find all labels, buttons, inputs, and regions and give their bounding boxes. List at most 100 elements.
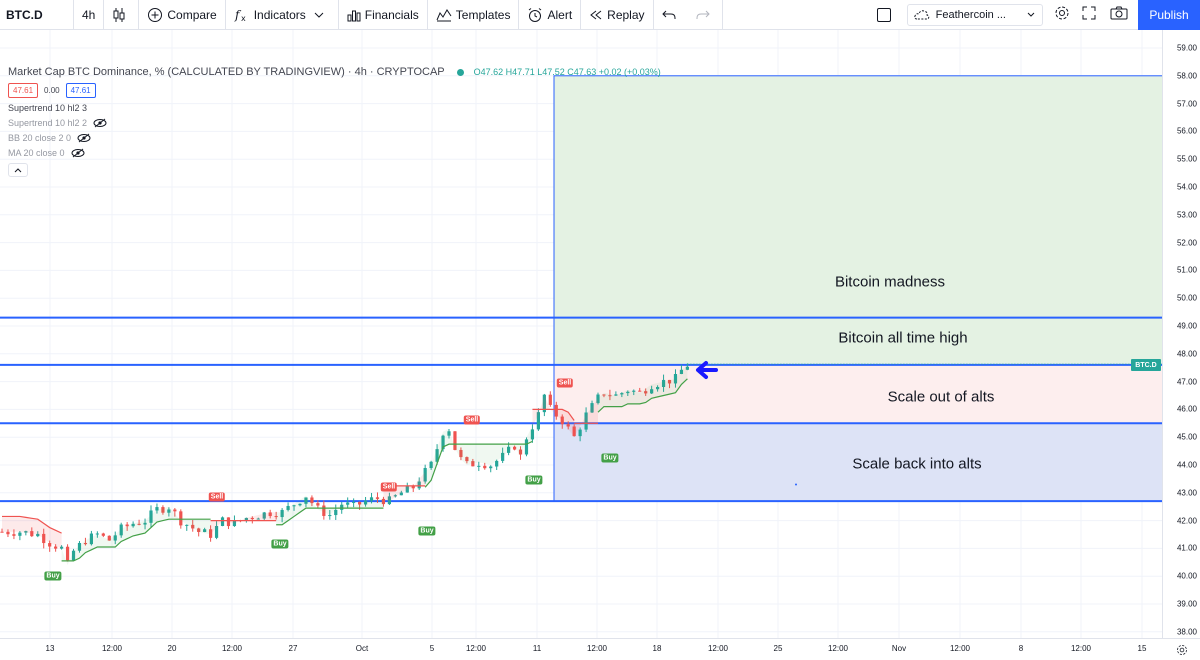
select-area-checkbox[interactable]	[876, 8, 891, 22]
supertrend-up-line	[597, 378, 688, 413]
indicator-supertrend-2[interactable]: Supertrend 10 hl2 2	[8, 118, 661, 128]
candle-up	[405, 485, 409, 493]
indicator-label: Supertrend 10 hl2 2	[8, 118, 88, 128]
redo-button[interactable]	[688, 0, 723, 30]
supertrend-fill	[574, 398, 598, 438]
sell-signal-label: Sell	[380, 482, 398, 492]
supertrend-up-line	[424, 440, 533, 488]
series-values: 47.61 0.00 47.61	[8, 83, 661, 98]
candle-up	[77, 542, 82, 551]
collapse-legend-button[interactable]	[8, 163, 28, 177]
candle-up	[256, 518, 260, 520]
candle-up	[626, 391, 630, 394]
candle-up	[119, 524, 123, 536]
candle-up	[393, 495, 397, 497]
chart-legend: Market Cap BTC Dominance, % (CALCULATED …	[8, 66, 661, 177]
symbol-search-button[interactable]: BTC.D	[0, 0, 74, 30]
supertrend-fill	[532, 395, 575, 438]
price-tick-label: 46.00	[1176, 404, 1197, 414]
interval-label: 4h	[82, 7, 96, 22]
templates-button[interactable]: Templates	[428, 0, 520, 30]
svg-text:f: f	[234, 8, 242, 22]
series-title-text: Market Cap BTC Dominance, % (CALCULATED …	[8, 66, 445, 78]
time-tick-label: 12:00	[586, 644, 608, 653]
candle-up	[232, 520, 237, 527]
supertrend-fill	[2, 516, 62, 549]
candle-up	[679, 369, 684, 375]
alert-button[interactable]: Alert	[519, 0, 582, 30]
candle-up	[530, 429, 535, 440]
candle-down	[274, 516, 278, 518]
candle-down	[12, 534, 16, 536]
symbol-label: BTC.D	[6, 7, 43, 22]
candle-down	[310, 497, 314, 504]
candle-up	[244, 517, 248, 521]
candle-up	[489, 466, 493, 469]
publish-button[interactable]: Publish	[1138, 0, 1200, 30]
candle-up	[417, 481, 421, 489]
value-box-right: 47.61	[65, 83, 96, 98]
eye-hidden-icon[interactable]	[93, 118, 107, 128]
price-axis[interactable]: 59.00 58.00 57.00 56.00 55.00 54.00 53.00 52.00…	[1163, 30, 1200, 638]
buy-signal-label: Buy	[44, 571, 62, 581]
indicator-bb[interactable]: BB 20 close 2 0	[8, 133, 661, 143]
candle-down	[83, 542, 88, 545]
candle-down	[161, 507, 165, 513]
candle-up	[423, 467, 427, 482]
time-axis[interactable]: 13 12:00 20 12:00 27 Oct 5 12:00 11 12:00 18 12:00 2…	[0, 638, 1163, 660]
candle-up	[524, 439, 529, 455]
price-tick-label: 45.00	[1176, 432, 1197, 442]
candle-down	[107, 535, 111, 541]
candle-up	[262, 512, 266, 519]
settings-button[interactable]	[1049, 5, 1075, 26]
price-tick-label: 50.00	[1176, 293, 1197, 303]
candle-up	[328, 515, 332, 517]
zone-label-scale-back[interactable]: Scale back into alts	[852, 455, 982, 473]
supertrend-up-line	[276, 507, 384, 526]
candle-up	[95, 533, 99, 535]
candle-down	[465, 457, 469, 462]
interval-button[interactable]: 4h	[74, 0, 105, 30]
chart-pane[interactable]: Market Cap BTC Dominance, % (CALCULATED …	[0, 30, 1163, 638]
snapshot-button[interactable]	[1103, 6, 1138, 25]
eye-hidden-icon[interactable]	[77, 133, 91, 143]
chart-canvas[interactable]	[0, 30, 1163, 638]
replay-button[interactable]: Replay	[581, 0, 654, 30]
undo-button[interactable]	[654, 0, 688, 30]
zone-label-scale-out[interactable]: Scale out of alts	[887, 388, 995, 406]
axis-settings-button[interactable]	[1163, 638, 1200, 660]
chart-type-button[interactable]	[104, 0, 140, 30]
svg-text:x: x	[241, 14, 246, 23]
candle-down	[608, 395, 612, 397]
layout-select[interactable]: Feathercoin ...	[906, 4, 1043, 26]
buy-signal-label: Buy	[601, 453, 619, 463]
candle-down	[173, 509, 177, 512]
candle-down	[30, 531, 34, 537]
candle-up	[24, 531, 28, 533]
candle-up	[578, 429, 582, 437]
compare-button[interactable]: Compare	[139, 0, 226, 30]
zone-label-madness[interactable]: Bitcoin madness	[834, 273, 946, 291]
zone-label-ath[interactable]: Bitcoin all time high	[838, 329, 968, 347]
time-tick-label: Oct	[355, 644, 369, 653]
candle-up	[304, 497, 308, 504]
financials-button[interactable]: Financials	[339, 0, 428, 30]
price-tick-label: 55.00	[1176, 154, 1197, 164]
candle-down	[667, 379, 672, 384]
indicator-ma[interactable]: MA 20 close 0	[8, 148, 661, 158]
time-tick-label: 12:00	[707, 644, 729, 653]
candle-up	[507, 446, 511, 453]
candle-up	[596, 394, 600, 404]
indicator-supertrend-1[interactable]: Supertrend 10 hl2 3	[8, 103, 661, 113]
candle-up	[340, 504, 344, 510]
candle-up	[429, 461, 433, 468]
financials-label: Financials	[364, 7, 419, 22]
fullscreen-button[interactable]	[1075, 6, 1103, 25]
candle-up	[214, 525, 219, 538]
price-tick-label: 44.00	[1176, 460, 1197, 470]
candle-up	[614, 394, 618, 396]
candle-up	[620, 393, 624, 395]
eye-hidden-icon[interactable]	[71, 148, 85, 158]
